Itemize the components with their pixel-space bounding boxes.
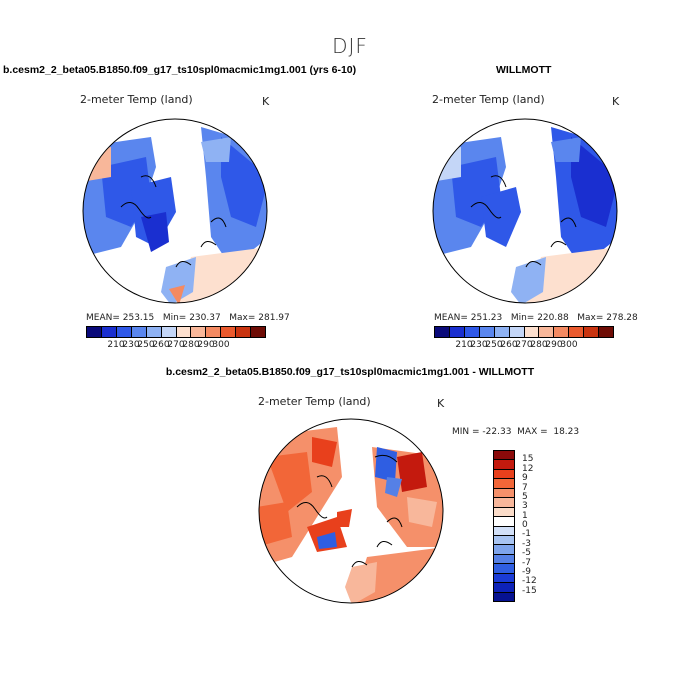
colorbar-tick-label: 270 [515,340,533,350]
colorbar-tick-label: -9 [522,566,531,577]
colorbar-tick-label: 1 [522,510,528,521]
colorbar-tick-label: -7 [522,557,531,568]
colorbar-tick-label: 280 [530,340,548,350]
colorbar-swatch [176,327,192,337]
colorbar-swatch [494,451,514,461]
colorbar-tick-label: 210 [455,340,473,350]
colorbar-swatch [161,327,177,337]
obs-colorbar: 210 230 250 260 270 280 290 300 [434,326,614,352]
colorbar-tick-label: 290 [197,340,215,350]
colorbar-swatch [449,327,465,337]
colorbar-swatch [101,327,117,337]
colorbar-swatch [131,327,147,337]
colorbar-tick-label: -12 [522,576,537,587]
diff-colorbar-strip [493,450,515,602]
colorbar-swatch [435,327,450,337]
obs-polar-map [432,118,618,304]
colorbar-tick-label: 230 [122,340,140,350]
diff-units-label: K [437,397,445,410]
diff-colorbar [493,450,515,602]
colorbar-tick-label: 12 [522,463,534,474]
colorbar-swatch [494,573,514,584]
model-colorbar-ticks: 210 230 250 260 270 280 290 300 [86,340,266,352]
colorbar-tick-label: 300 [212,340,230,350]
colorbar-tick-label: 0 [522,520,528,530]
colorbar-swatch [494,545,514,555]
colorbar-tick-label: 280 [182,340,200,350]
colorbar-tick-label: 210 [107,340,125,350]
model-polar-map [82,118,268,304]
diff-colorbar-ticks: 15 12 9 7 5 3 1 0 -1 -3 -5 -7 -9 -12 -15 [522,450,562,600]
colorbar-swatch [494,517,514,527]
colorbar-tick-label: 270 [167,340,185,350]
diff-stats: MIN = -22.33 MAX = 18.23 [452,427,580,437]
colorbar-swatch [494,554,514,565]
model-colorbar-strip [86,326,266,338]
model-stats: MEAN= 253.15 Min= 230.37 Max= 281.97 [86,313,290,323]
colorbar-swatch [191,327,207,337]
colorbar-swatch [494,507,514,518]
colorbar-swatch [509,327,525,337]
colorbar-swatch [494,479,514,489]
diff-run-title: b.cesm2_2_beta05.B1850.f09_g17_ts10spl0m… [165,366,535,378]
colorbar-swatch [524,327,540,337]
obs-colorbar-ticks: 210 230 250 260 270 280 290 300 [434,340,614,352]
colorbar-tick-label: 260 [500,340,518,350]
model-colorbar: 210 230 250 260 270 280 290 300 [86,326,266,352]
colorbar-swatch [494,460,514,470]
colorbar-swatch [494,583,514,593]
colorbar-tick-label: -15 [522,585,537,596]
model-units-label: K [262,95,270,108]
obs-var-label: 2-meter Temp (land) [432,93,545,106]
colorbar-tick-label: 3 [522,501,528,512]
colorbar-swatch [87,327,102,337]
colorbar-tick-label: 9 [522,473,528,484]
colorbar-tick-label: 290 [545,340,563,350]
colorbar-tick-label: 300 [560,340,578,350]
colorbar-swatch [206,327,222,337]
colorbar-tick-label: 250 [137,340,155,350]
colorbar-tick-label: 5 [522,491,528,502]
colorbar-swatch [494,535,514,546]
obs-units-label: K [612,95,620,108]
colorbar-tick-label: 260 [152,340,170,350]
colorbar-tick-label: -1 [522,529,531,540]
colorbar-tick-label: -5 [522,548,531,559]
diff-polar-map [258,418,444,604]
colorbar-swatch [599,327,614,337]
colorbar-swatch [221,327,237,337]
colorbar-swatch [116,327,132,337]
colorbar-swatch [494,327,510,337]
colorbar-swatch [251,327,266,337]
colorbar-swatch [494,498,514,508]
colorbar-swatch [236,327,252,337]
colorbar-swatch [494,526,514,536]
obs-stats: MEAN= 251.23 Min= 220.88 Max= 278.28 [434,313,638,323]
colorbar-swatch [494,469,514,480]
colorbar-swatch [539,327,555,337]
colorbar-swatch [554,327,570,337]
colorbar-swatch [494,564,514,574]
colorbar-swatch [146,327,162,337]
obs-run-title: WILLMOTT [496,64,552,76]
colorbar-tick-label: 250 [485,340,503,350]
obs-colorbar-strip [434,326,614,338]
diff-var-label: 2-meter Temp (land) [258,395,371,408]
model-run-title: b.cesm2_2_beta05.B1850.f09_g17_ts10spl0m… [3,64,357,76]
colorbar-tick-label: 15 [522,454,534,465]
colorbar-swatch [479,327,495,337]
model-var-label: 2-meter Temp (land) [80,93,193,106]
figure-title: DJF [332,34,368,58]
colorbar-swatch [569,327,585,337]
colorbar-swatch [494,488,514,499]
colorbar-tick-label: 7 [522,482,528,493]
colorbar-tick-label: -3 [522,538,531,549]
colorbar-swatch [584,327,600,337]
colorbar-swatch [494,592,514,601]
colorbar-tick-label: 230 [470,340,488,350]
colorbar-swatch [464,327,480,337]
